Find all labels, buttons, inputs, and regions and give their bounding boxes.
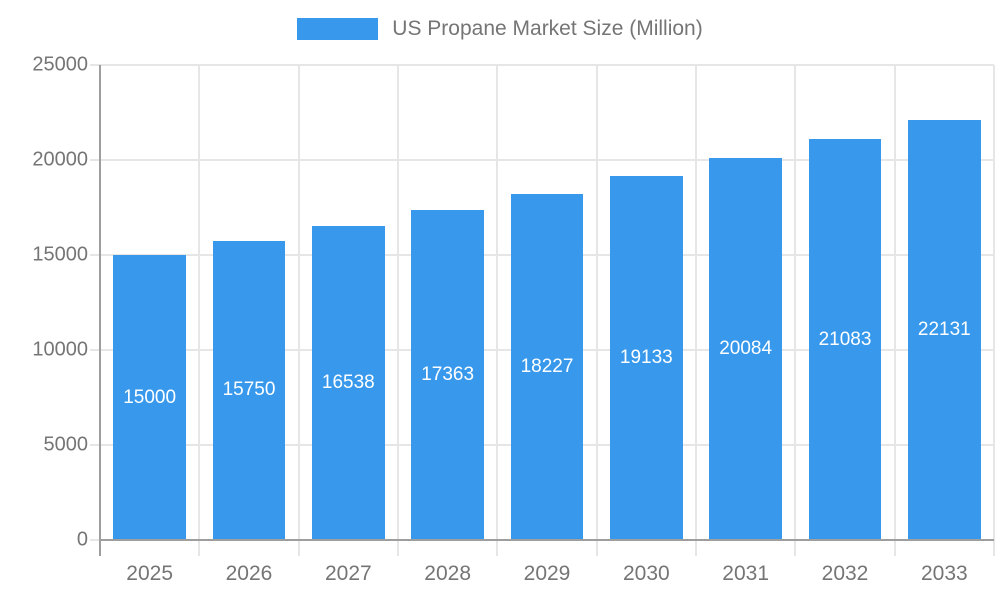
x-tick-label: 2033	[920, 562, 968, 585]
bar	[510, 193, 584, 540]
x-tick-label: 2025	[126, 562, 174, 585]
bar-value-label: 18227	[520, 355, 574, 377]
x-axis-labels: 2025 2026 2027 2028 2029 2030 2031 2032 2033	[100, 562, 994, 592]
legend-label: US Propane Market Size (Million)	[392, 17, 703, 40]
x-axis-line	[100, 539, 994, 541]
bar-value-label: 21083	[818, 328, 872, 350]
y-tick	[90, 159, 100, 161]
legend[interactable]: US Propane Market Size (Million)	[0, 17, 1000, 41]
bar-value-label: 15000	[123, 386, 177, 408]
bar	[610, 176, 683, 540]
y-tick-label: 0	[76, 528, 88, 551]
y-gridline	[100, 64, 994, 66]
bar	[411, 210, 484, 540]
category-boundary-line	[496, 65, 499, 540]
x-tick	[396, 540, 399, 556]
x-tick	[297, 540, 300, 556]
x-tick	[993, 540, 995, 556]
legend-swatch	[297, 18, 379, 40]
y-tick	[90, 64, 100, 66]
category-boundary-line	[396, 65, 399, 540]
bar-value-label: 16538	[321, 371, 375, 393]
x-tick-label: 2026	[225, 562, 273, 585]
y-tick	[90, 539, 100, 541]
category-boundary-line	[198, 65, 201, 540]
x-tick	[694, 540, 697, 556]
x-tick	[198, 540, 201, 556]
x-tick-label: 2030	[622, 562, 670, 585]
category-boundary-line	[297, 65, 300, 540]
bar-value-label: 15750	[222, 379, 276, 401]
x-tick-label: 2027	[324, 562, 372, 585]
plot-area: 15000 15750 16538 17363 18227 19133 20084 21083…	[90, 64, 995, 556]
bar-value-label: 20084	[719, 338, 773, 360]
category-boundary-line	[595, 65, 598, 540]
y-tick	[90, 254, 100, 256]
bar	[709, 158, 782, 540]
y-tick	[90, 349, 100, 351]
bar	[212, 240, 286, 540]
y-axis-labels: 0 5000 10000 15000 20000 25000	[0, 54, 89, 551]
category-boundary-line	[694, 65, 697, 540]
bar	[808, 139, 882, 540]
bar	[113, 255, 186, 540]
x-tick-label: 2029	[523, 562, 571, 585]
x-tick	[893, 540, 896, 556]
category-boundary-line	[993, 65, 995, 540]
y-tick	[90, 444, 100, 446]
y-axis-line	[99, 65, 101, 556]
x-tick	[595, 540, 598, 556]
bar-value-label: 22131	[917, 318, 971, 340]
y-tick-label: 25000	[32, 53, 88, 76]
y-gridline	[100, 159, 994, 161]
y-tick-label: 10000	[32, 338, 88, 361]
bar	[312, 225, 385, 540]
x-tick-label: 2028	[424, 562, 472, 585]
x-tick	[794, 540, 797, 556]
bar-value-label: 17363	[421, 364, 475, 386]
bar	[908, 119, 981, 540]
x-tick-label: 2031	[722, 562, 770, 585]
category-boundary-line	[893, 65, 896, 540]
bar-value-label: 19133	[619, 347, 673, 369]
y-tick-label: 5000	[43, 433, 89, 456]
y-tick-label: 20000	[32, 148, 88, 171]
x-tick-label: 2032	[821, 562, 869, 585]
x-tick	[496, 540, 499, 556]
y-tick-label: 15000	[32, 243, 88, 266]
category-boundary-line	[794, 65, 797, 540]
